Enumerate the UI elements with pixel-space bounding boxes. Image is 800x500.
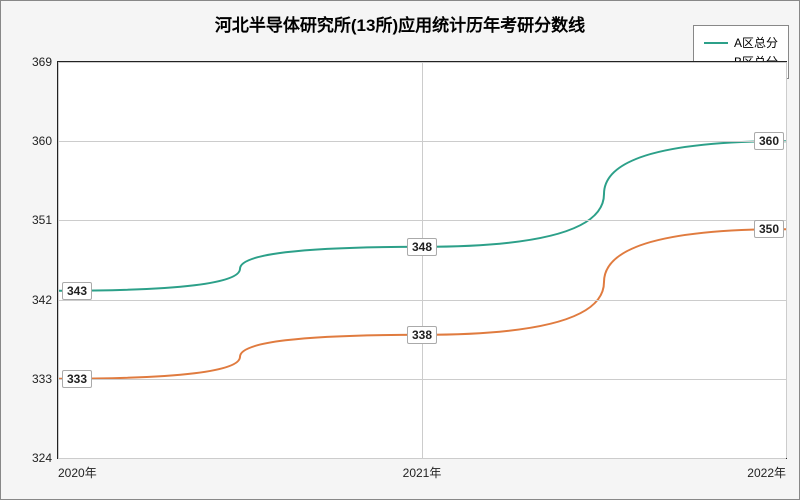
y-axis-label: 333: [32, 372, 52, 386]
data-point-label: 343: [62, 282, 92, 300]
chart-title: 河北半导体研究所(13所)应用统计历年考研分数线: [1, 11, 799, 36]
data-point-label: 333: [62, 370, 92, 388]
chart-container: 河北半导体研究所(13所)应用统计历年考研分数线 A区总分 B区总分 32433…: [0, 0, 800, 500]
data-point-label: 360: [754, 132, 784, 150]
plot-area: 3243333423513603692020年2021年2022年3433483…: [57, 61, 787, 459]
y-axis-label: 342: [32, 293, 52, 307]
y-axis-label: 369: [32, 55, 52, 69]
y-axis-label: 351: [32, 213, 52, 227]
gridline-h: [58, 458, 786, 459]
gridline-v: [58, 62, 59, 458]
data-point-label: 348: [407, 238, 437, 256]
gridline-v: [422, 62, 423, 458]
data-point-label: 338: [407, 326, 437, 344]
y-axis-label: 360: [32, 134, 52, 148]
x-axis-label: 2022年: [747, 464, 786, 481]
y-axis-label: 324: [32, 451, 52, 465]
x-axis-label: 2021年: [403, 464, 442, 481]
gridline-v: [786, 62, 787, 458]
legend-swatch-a: [704, 42, 728, 44]
legend-item-a: A区总分: [704, 34, 778, 51]
legend-label-a: A区总分: [734, 34, 778, 51]
data-point-label: 350: [754, 220, 784, 238]
x-axis-label: 2020年: [58, 464, 97, 481]
